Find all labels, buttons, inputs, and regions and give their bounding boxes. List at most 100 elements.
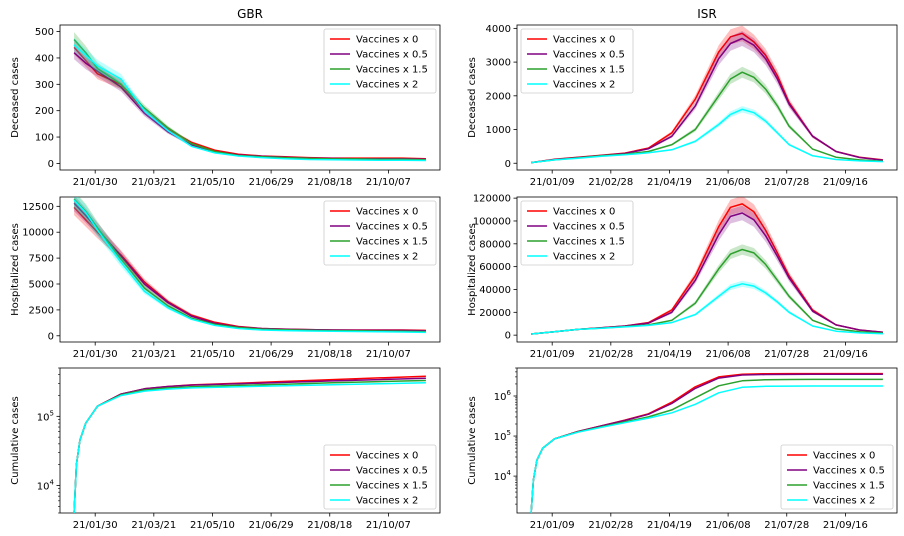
y-tick-label: 100	[35, 133, 54, 144]
x-tick-label: 21/02/28	[588, 349, 633, 360]
x-tick-label: 21/06/08	[706, 349, 751, 360]
x-tick-label: 21/03/21	[131, 520, 176, 531]
x-tick-label: 21/01/09	[530, 349, 575, 360]
x-tick-label: 21/06/08	[706, 520, 751, 531]
x-tick-label: 21/05/10	[190, 349, 235, 360]
y-tick-label: 7500	[29, 254, 54, 265]
legend-label: Vaccines x 0	[553, 207, 615, 218]
x-tick-label: 21/09/16	[823, 177, 868, 188]
x-tick-label: 21/01/09	[530, 177, 575, 188]
y-tick-exponent: 5	[50, 409, 54, 417]
x-tick-label: 21/08/18	[307, 349, 352, 360]
x-tick-label: 21/06/29	[249, 520, 294, 531]
x-tick-label: 21/01/30	[73, 520, 118, 531]
x-tick-label: 21/03/21	[131, 177, 176, 188]
legend: Vaccines x 0 Vaccines x 0.5 Vaccines x 1.5…	[521, 29, 633, 93]
chart-gbr-hospitalized: Hospitalized cases 21/01/30 21/03/21 21/05/…	[10, 191, 440, 360]
legend-label: Vaccines x 1.5	[553, 65, 625, 76]
chart-title: GBR	[237, 7, 263, 21]
chart-isr-deceased: ISR Deceased cases 21/01/09 21/02/28 21/04/1…	[467, 7, 897, 188]
y-axis-label: Cumulative cases	[10, 396, 21, 484]
legend-label: Vaccines x 0	[813, 451, 875, 462]
legend-label: Vaccines x 2	[553, 80, 615, 91]
legend-label: Vaccines x 2	[356, 80, 418, 91]
legend-label: Vaccines x 2	[813, 496, 875, 507]
x-tick-label: 21/10/07	[366, 177, 411, 188]
y-tick-label: 200	[35, 106, 54, 117]
figure: GBR Deceased cases 21/01/30 21/03/21 21/05/1…	[0, 0, 904, 536]
x-tick-label: 21/03/21	[131, 349, 176, 360]
x-tick-label: 21/02/28	[588, 520, 633, 531]
x-tick-label: 21/01/30	[73, 177, 118, 188]
y-tick-label: 0	[48, 331, 54, 342]
y-tick-label: 100000	[473, 216, 511, 227]
x-tick-label: 21/06/29	[249, 349, 294, 360]
legend: Vaccines x 0 Vaccines x 0.5 Vaccines x 1.5…	[781, 445, 893, 509]
legend-label: Vaccines x 1.5	[813, 481, 885, 492]
y-tick-label: 1000	[486, 125, 511, 136]
x-tick-label: 21/04/19	[647, 177, 692, 188]
y-tick-label: 120000	[473, 194, 511, 205]
legend-label: Vaccines x 0.5	[356, 466, 428, 477]
x-tick-label: 21/01/09	[530, 520, 575, 531]
y-axis-label: Deceased cases	[467, 57, 478, 138]
legend-label: Vaccines x 0	[356, 207, 418, 218]
y-tick-label: 300	[35, 80, 54, 91]
x-tick-label: 21/08/18	[307, 177, 352, 188]
legend-label: Vaccines x 2	[356, 496, 418, 507]
y-tick-label: 0	[48, 159, 54, 170]
y-tick-label: 104	[494, 469, 512, 483]
y-tick-exponent: 4	[50, 478, 55, 486]
y-axis-label: Hospitalized cases	[467, 223, 478, 316]
x-tick-label: 21/07/28	[764, 520, 809, 531]
x-tick-label: 21/09/16	[823, 520, 868, 531]
legend: Vaccines x 0 Vaccines x 0.5 Vaccines x 1.5…	[521, 201, 633, 265]
legend-label: Vaccines x 0.5	[813, 466, 885, 477]
x-tick-label: 21/04/19	[647, 520, 692, 531]
y-tick-base: 10	[37, 412, 50, 423]
x-tick-label: 21/07/28	[764, 349, 809, 360]
x-tick-label: 21/09/16	[823, 349, 868, 360]
x-tick-label: 21/06/08	[706, 177, 751, 188]
y-tick-label: 20000	[479, 308, 511, 319]
y-tick-label: 2000	[486, 91, 511, 102]
y-tick-base: 10	[37, 481, 50, 492]
y-tick-exponent: 5	[507, 429, 511, 437]
y-tick-label: 400	[35, 53, 54, 64]
y-tick-label: 105	[37, 409, 54, 423]
legend: Vaccines x 0 Vaccines x 0.5 Vaccines x 1.5…	[324, 201, 436, 265]
chart-gbr-deceased: GBRDeceased cases21/01/30 21/03/21 21/05/1…	[10, 7, 440, 188]
y-tick-base: 10	[494, 432, 507, 443]
y-tick-label: 10000	[22, 228, 54, 239]
legend-label: Vaccines x 2	[553, 252, 615, 263]
x-tick-label: 21/10/07	[366, 349, 411, 360]
y-tick-label: 500	[35, 27, 54, 38]
legend-label: Vaccines x 0	[356, 35, 418, 46]
legend-label: Vaccines x 0.5	[356, 50, 428, 61]
y-tick-label: 104	[37, 478, 55, 492]
legend-label: Vaccines x 1.5	[356, 237, 428, 248]
legend: Vaccines x 0 Vaccines x 0.5 Vaccines x 1.5…	[324, 29, 436, 93]
legend-label: Vaccines x 0.5	[553, 222, 625, 233]
y-tick-label: 12500	[22, 202, 54, 213]
y-tick-label: 4000	[486, 24, 511, 35]
y-tick-label: 105	[494, 429, 511, 443]
y-axis-label: Cumulative cases	[467, 396, 478, 484]
x-tick-label: 21/02/28	[588, 177, 633, 188]
x-tick-label: 21/06/29	[249, 177, 294, 188]
chart-title: ISR	[697, 7, 717, 21]
legend-label: Vaccines x 1.5	[356, 481, 428, 492]
legend-label: Vaccines x 0.5	[356, 222, 428, 233]
chart-isr-cumulative: Cumulative cases 21/01/09 21/02/28 21/04/19…	[467, 368, 897, 531]
chart-gbr-cumulative: Cumulative cases 21/01/30 21/03/21 21/05/10…	[10, 368, 440, 531]
y-tick-label: 80000	[479, 239, 511, 250]
y-tick-base: 10	[494, 392, 507, 403]
y-tick-base: 10	[494, 472, 507, 483]
y-tick-label: 106	[494, 389, 512, 403]
y-tick-exponent: 4	[507, 469, 512, 477]
y-tick-label: 60000	[479, 262, 511, 273]
y-tick-label: 3000	[486, 58, 511, 69]
chart-isr-hospitalized: Hospitalized cases 21/01/09 21/02/28 21/04/…	[467, 194, 897, 360]
x-tick-label: 21/04/19	[647, 349, 692, 360]
y-tick-label: 0	[505, 331, 511, 342]
